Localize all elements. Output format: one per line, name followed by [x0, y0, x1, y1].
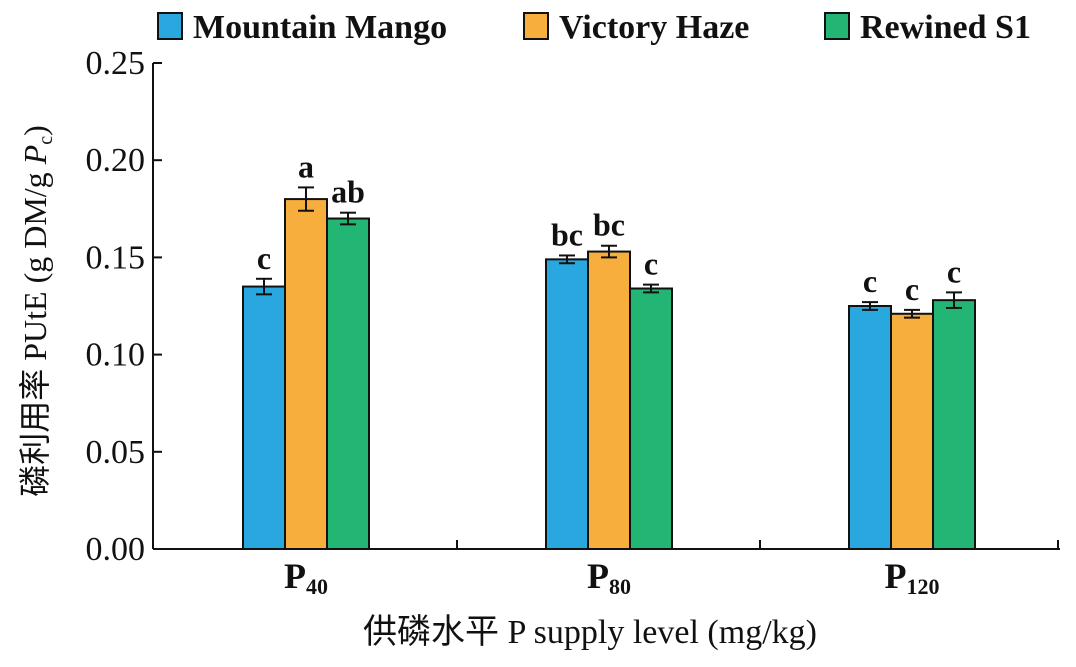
x-axis: P40 P80 P120 [152, 540, 1060, 599]
y-tick-label: 0.05 [86, 434, 146, 471]
significance-label: c [947, 253, 961, 289]
significance-label: c [905, 271, 919, 307]
legend-swatch [523, 12, 549, 40]
bar [284, 198, 328, 551]
bar [848, 305, 892, 550]
legend-label: Rewined S1 [860, 9, 1031, 46]
legend-swatch [157, 12, 183, 40]
y-axis-title: 磷利用率 PUtE (g DM/g Pc) [17, 125, 57, 497]
significance-label: bc [551, 216, 583, 252]
legend: Mountain Mango Victory Haze Rewined S1 [157, 9, 1031, 46]
significance-label: a [298, 148, 314, 184]
y-tick-label: 0.25 [86, 45, 146, 82]
bar [242, 285, 286, 550]
significance-label: bc [593, 207, 625, 243]
bar [932, 299, 976, 550]
legend-label: Victory Haze [559, 9, 749, 46]
significance-label: ab [331, 174, 365, 210]
x-tick-label: P120 [885, 556, 940, 599]
legend-label: Mountain Mango [193, 9, 447, 46]
bar [545, 258, 589, 550]
x-tick-label: P40 [284, 556, 328, 599]
significance-label: c [257, 240, 271, 276]
y-tick-label: 0.20 [86, 142, 146, 179]
legend-swatch [824, 12, 850, 40]
significance-label: c [863, 263, 877, 299]
bar [326, 217, 370, 551]
bar [890, 312, 934, 550]
y-tick-label: 0.00 [86, 531, 146, 568]
y-tick-label: 0.10 [86, 337, 146, 374]
y-axis: 0.00 0.05 0.10 0.15 0.20 0.25 [86, 45, 162, 568]
significance-label: c [644, 246, 658, 282]
bar [587, 250, 631, 550]
y-tick-label: 0.15 [86, 239, 146, 276]
x-tick-label: P80 [587, 556, 631, 599]
bar [629, 287, 673, 550]
x-axis-title: 供磷水平 P supply level (mg/kg) [363, 613, 817, 651]
